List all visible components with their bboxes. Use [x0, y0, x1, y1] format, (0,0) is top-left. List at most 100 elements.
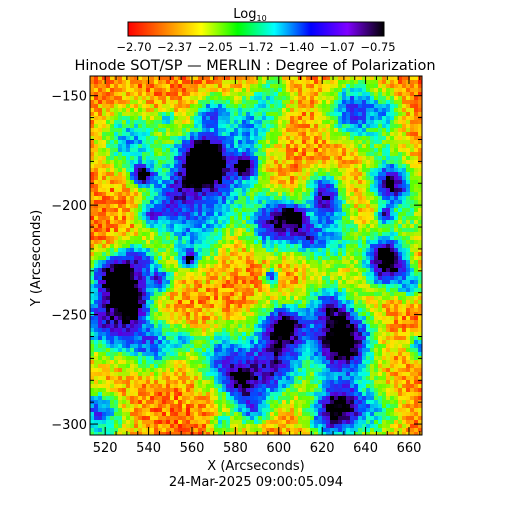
- heatmap-cell: [342, 252, 347, 257]
- heatmap-cell: [378, 240, 383, 245]
- heatmap-cell: [174, 76, 179, 81]
- heatmap-cell: [250, 180, 255, 185]
- heatmap-cell: [398, 216, 403, 221]
- heatmap-cell: [258, 100, 263, 105]
- heatmap-cell: [362, 192, 367, 197]
- heatmap-cell: [346, 252, 351, 257]
- heatmap-cell: [346, 236, 351, 241]
- heatmap-cell: [178, 136, 183, 141]
- heatmap-cell: [270, 260, 275, 265]
- heatmap-cell: [354, 224, 359, 229]
- heatmap-cell: [142, 196, 147, 201]
- heatmap-cell: [126, 236, 131, 241]
- heatmap-cell: [218, 156, 223, 161]
- heatmap-cell: [294, 136, 299, 141]
- heatmap-cell: [170, 244, 175, 249]
- heatmap-cell: [130, 192, 135, 197]
- heatmap-cell: [190, 184, 195, 189]
- heatmap-cell: [154, 216, 159, 221]
- heatmap-cell: [334, 108, 339, 113]
- heatmap-cell: [302, 84, 307, 89]
- heatmap-cell: [250, 200, 255, 205]
- heatmap-cell: [206, 268, 211, 273]
- heatmap-cell: [250, 172, 255, 177]
- heatmap-cell: [226, 216, 231, 221]
- heatmap-cell: [202, 272, 207, 277]
- heatmap-cell: [266, 140, 271, 145]
- heatmap-cell: [334, 280, 339, 285]
- heatmap-cell: [142, 128, 147, 133]
- heatmap-cell: [382, 96, 387, 101]
- heatmap-cell: [250, 288, 255, 293]
- heatmap-cell: [146, 220, 151, 225]
- heatmap-cell: [278, 212, 283, 217]
- heatmap-cell: [222, 260, 227, 265]
- heatmap-cell: [386, 128, 391, 133]
- heatmap-cell: [382, 268, 387, 273]
- heatmap-cell: [414, 224, 419, 229]
- heatmap-cell: [406, 172, 411, 177]
- heatmap-cell: [94, 128, 99, 133]
- heatmap-cell: [130, 96, 135, 101]
- heatmap-cell: [122, 124, 127, 129]
- heatmap-cell: [190, 248, 195, 253]
- heatmap-cell: [206, 128, 211, 133]
- heatmap-cell: [410, 192, 415, 197]
- heatmap-cell: [218, 84, 223, 89]
- heatmap-cell: [114, 232, 119, 237]
- heatmap-cell: [186, 304, 191, 309]
- heatmap-cell: [366, 296, 371, 301]
- heatmap-cell: [398, 308, 403, 313]
- heatmap-cell: [318, 124, 323, 129]
- heatmap-cell: [346, 144, 351, 149]
- heatmap-cell: [414, 204, 419, 209]
- heatmap-cell: [346, 128, 351, 133]
- heatmap-cell: [330, 148, 335, 153]
- heatmap-cell: [410, 292, 415, 297]
- heatmap-cell: [306, 308, 311, 313]
- heatmap-cell: [258, 132, 263, 137]
- heatmap-cell: [254, 220, 259, 225]
- heatmap-cell: [158, 96, 163, 101]
- heatmap-cell: [166, 148, 171, 153]
- heatmap-cell: [278, 128, 283, 133]
- heatmap-cell: [178, 180, 183, 185]
- heatmap-cell: [134, 224, 139, 229]
- heatmap-cell: [210, 188, 215, 193]
- heatmap-cell: [174, 108, 179, 113]
- heatmap-cell: [162, 104, 167, 109]
- heatmap-cell: [362, 244, 367, 249]
- heatmap-cell: [338, 84, 343, 89]
- heatmap-cell: [126, 76, 131, 81]
- heatmap-cell: [246, 296, 251, 301]
- heatmap-cell: [254, 104, 259, 109]
- heatmap-cell: [114, 112, 119, 117]
- heatmap-cell: [378, 96, 383, 101]
- heatmap-cell: [98, 316, 103, 321]
- heatmap-cell: [250, 240, 255, 245]
- heatmap-cell: [214, 192, 219, 197]
- heatmap-cell: [98, 84, 103, 89]
- heatmap-cell: [310, 136, 315, 141]
- heatmap-cell: [258, 212, 263, 217]
- heatmap-cell: [370, 304, 375, 309]
- heatmap-cell: [114, 264, 119, 269]
- heatmap-cell: [174, 140, 179, 145]
- heatmap-cell: [330, 144, 335, 149]
- heatmap-cell: [158, 248, 163, 253]
- heatmap-cell: [258, 252, 263, 257]
- heatmap-cell: [174, 188, 179, 193]
- heatmap-cell: [106, 92, 111, 97]
- heatmap-cell: [254, 200, 259, 205]
- heatmap-cell: [226, 116, 231, 121]
- heatmap-cell: [206, 100, 211, 105]
- heatmap-cell: [390, 148, 395, 153]
- heatmap-cell: [206, 312, 211, 317]
- heatmap-cell: [102, 292, 107, 297]
- heatmap-cell: [174, 236, 179, 241]
- heatmap-cell: [122, 192, 127, 197]
- heatmap-cell: [358, 292, 363, 297]
- heatmap-cell: [174, 240, 179, 245]
- heatmap-cell: [94, 188, 99, 193]
- heatmap-cell: [294, 192, 299, 197]
